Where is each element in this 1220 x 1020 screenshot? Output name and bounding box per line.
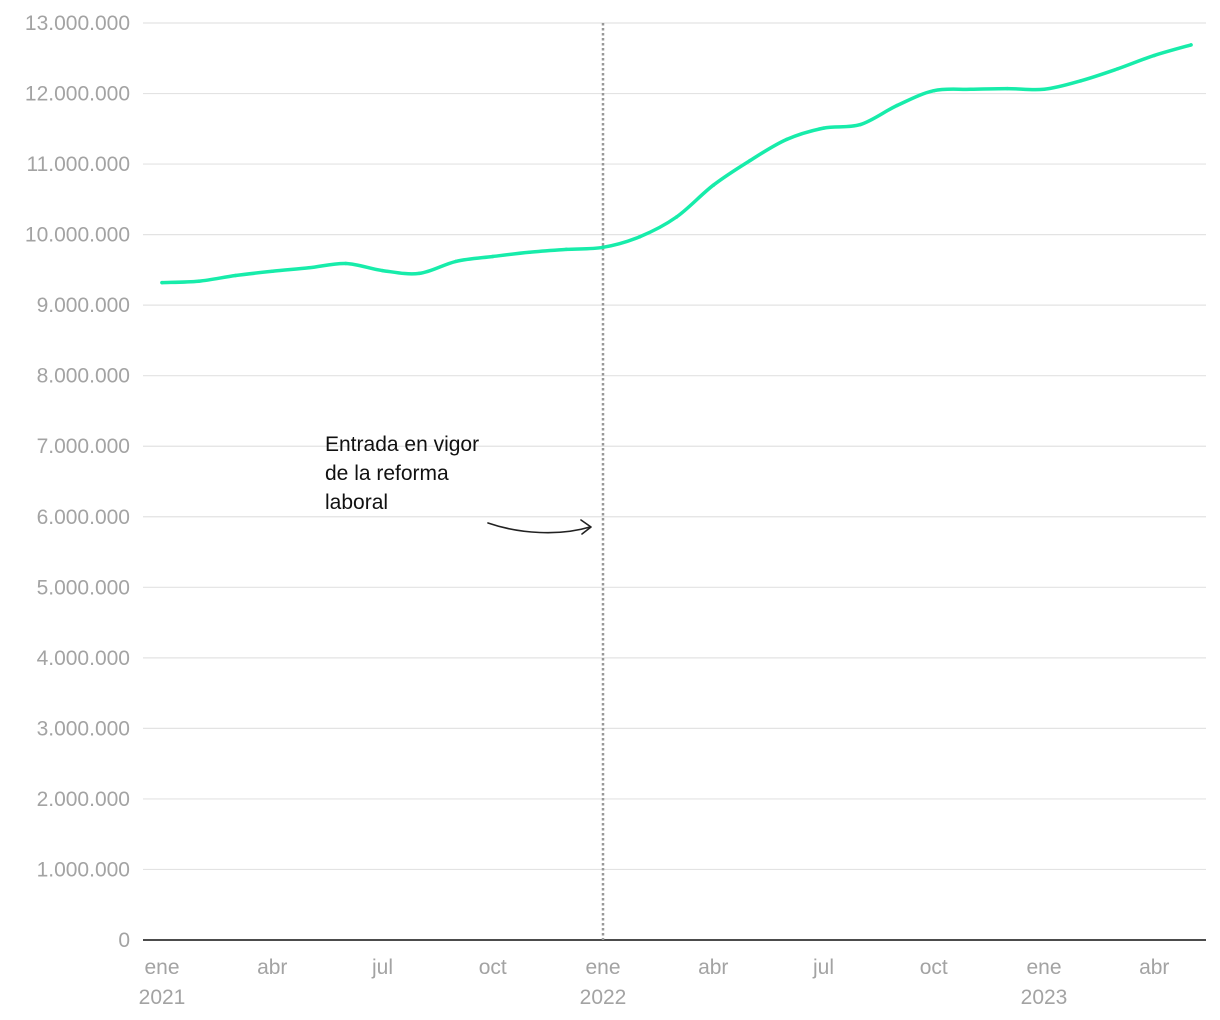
x-tick-year-label: 2023 <box>1021 986 1068 1009</box>
data-point <box>160 280 164 285</box>
data-point <box>197 279 201 283</box>
data-point <box>821 126 826 130</box>
annotation-label: Entrada en vigor de la reforma laboral <box>325 433 485 514</box>
annotation-arrow <box>487 519 592 535</box>
x-tick-year-label: 2021 <box>139 986 186 1009</box>
x-tick-label: abr <box>257 956 287 979</box>
data-point <box>1152 53 1156 58</box>
y-tick-label: 4.000.000 <box>37 647 130 670</box>
annotation: Entrada en vigor de la reforma laboral <box>325 23 605 940</box>
y-tick-label: 7.000.000 <box>37 435 130 458</box>
y-tick-label: 11.000.000 <box>26 153 130 176</box>
x-tick-label: jul <box>371 956 393 979</box>
data-point <box>638 234 642 239</box>
data-point <box>233 273 238 278</box>
data-point <box>601 245 605 250</box>
annotation-line-2: de la reforma <box>325 462 449 485</box>
x-tick-label: oct <box>479 956 507 979</box>
data-point <box>1115 67 1120 71</box>
data-point <box>307 266 311 270</box>
y-tick-label: 0 <box>118 929 130 952</box>
data-point <box>674 215 679 219</box>
x-tick-label: ene <box>1026 956 1061 979</box>
y-tick-label: 8.000.000 <box>37 365 130 388</box>
x-tick-label: oct <box>920 956 948 979</box>
data-point <box>748 158 752 163</box>
data-point <box>1079 79 1083 83</box>
x-axis-tick-labels: ene 2021 abr jul oct ene 2022 abr jul oct ene 2023 a… <box>139 956 1170 1009</box>
y-tick-label: 1.000.000 <box>37 858 130 881</box>
x-tick-label: abr <box>1139 956 1169 979</box>
x-tick-label: jul <box>812 956 834 979</box>
y-tick-label: 13.000.000 <box>25 12 130 35</box>
data-point <box>454 259 458 264</box>
y-tick-label: 5.000.000 <box>37 576 130 599</box>
x-tick-label: ene <box>585 956 620 979</box>
y-tick-label: 12.000.000 <box>25 83 130 106</box>
data-point <box>711 183 715 187</box>
y-axis-tick-labels: 0 1.000.000 2.000.000 3.000.000 4.000.000 5.0… <box>25 12 130 952</box>
annotation-line-1: Entrada en vigor <box>325 433 479 456</box>
series-layer <box>160 43 1193 285</box>
y-tick-label: 9.000.000 <box>37 294 130 317</box>
gridlines <box>143 22 1206 871</box>
data-point <box>491 254 495 259</box>
data-point <box>1042 87 1046 92</box>
data-point <box>380 268 385 273</box>
data-point <box>417 271 421 276</box>
data-point <box>1005 86 1009 91</box>
data-point <box>344 261 348 266</box>
annotation-line-3: laboral <box>325 491 388 514</box>
y-tick-label: 3.000.000 <box>37 717 130 740</box>
y-tick-label: 2.000.000 <box>37 788 130 811</box>
data-point <box>785 137 789 142</box>
data-point <box>1189 43 1193 47</box>
y-tick-label: 10.000.000 <box>25 224 130 247</box>
x-tick-year-label: 2022 <box>580 986 627 1009</box>
data-point <box>527 250 532 254</box>
x-tick-label: ene <box>144 956 179 979</box>
data-point <box>895 103 899 108</box>
x-tick-label: abr <box>698 956 728 979</box>
data-point <box>564 247 568 252</box>
data-point <box>968 87 973 92</box>
y-tick-label: 6.000.000 <box>37 506 130 529</box>
data-point <box>932 88 936 93</box>
data-point <box>858 122 862 127</box>
data-point <box>270 269 274 274</box>
